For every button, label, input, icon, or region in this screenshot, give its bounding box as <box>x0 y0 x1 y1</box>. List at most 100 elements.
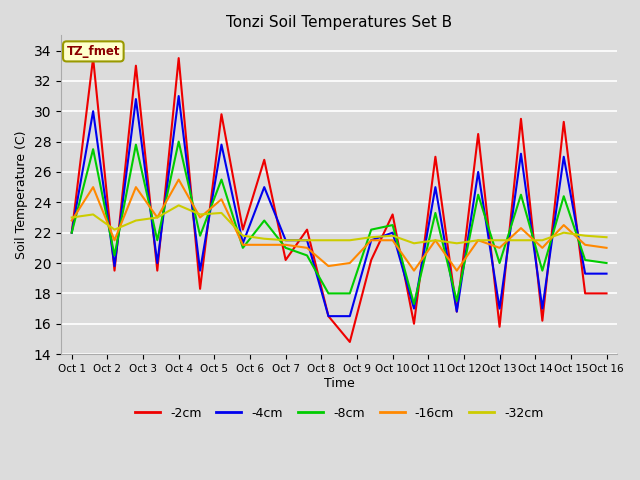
-16cm <box>517 225 525 231</box>
-16cm <box>218 196 225 202</box>
-4cm <box>175 93 182 99</box>
-2cm <box>324 313 332 319</box>
-8cm <box>282 245 289 251</box>
-16cm <box>68 217 76 223</box>
-8cm <box>89 146 97 152</box>
-8cm <box>453 298 461 304</box>
-32cm <box>111 227 118 232</box>
-32cm <box>282 238 289 243</box>
-16cm <box>132 184 140 190</box>
-2cm <box>132 63 140 69</box>
-16cm <box>282 242 289 248</box>
-32cm <box>474 238 482 243</box>
-8cm <box>175 139 182 144</box>
-16cm <box>431 238 439 243</box>
Line: -16cm: -16cm <box>72 180 607 271</box>
-16cm <box>89 184 97 190</box>
-8cm <box>603 260 611 266</box>
-8cm <box>367 227 375 232</box>
-2cm <box>431 154 439 160</box>
-4cm <box>496 306 504 312</box>
-8cm <box>431 210 439 216</box>
-16cm <box>474 238 482 243</box>
Line: -8cm: -8cm <box>72 142 607 304</box>
-8cm <box>496 260 504 266</box>
-32cm <box>538 238 546 243</box>
-8cm <box>517 192 525 198</box>
X-axis label: Time: Time <box>324 377 355 390</box>
-16cm <box>388 238 396 243</box>
-16cm <box>496 245 504 251</box>
-32cm <box>517 238 525 243</box>
-16cm <box>410 268 418 274</box>
-4cm <box>431 184 439 190</box>
-8cm <box>132 142 140 147</box>
-4cm <box>154 260 161 266</box>
-8cm <box>560 193 568 199</box>
-2cm <box>282 257 289 263</box>
-2cm <box>474 131 482 137</box>
-32cm <box>560 230 568 236</box>
-2cm <box>68 230 76 236</box>
-8cm <box>239 245 246 251</box>
-16cm <box>581 242 589 248</box>
-2cm <box>260 157 268 163</box>
-32cm <box>68 215 76 220</box>
-4cm <box>474 169 482 175</box>
-4cm <box>132 96 140 102</box>
-2cm <box>346 339 354 345</box>
-16cm <box>239 242 246 248</box>
-4cm <box>260 184 268 190</box>
-2cm <box>560 119 568 125</box>
-2cm <box>154 268 161 274</box>
-8cm <box>154 238 161 243</box>
-8cm <box>324 290 332 296</box>
-32cm <box>388 233 396 239</box>
-8cm <box>196 233 204 239</box>
-32cm <box>346 238 354 243</box>
-2cm <box>581 290 589 296</box>
-16cm <box>260 242 268 248</box>
-4cm <box>517 151 525 156</box>
-4cm <box>410 306 418 312</box>
-16cm <box>324 263 332 269</box>
-2cm <box>538 318 546 324</box>
-4cm <box>367 238 375 243</box>
-32cm <box>367 234 375 240</box>
-2cm <box>603 290 611 296</box>
-16cm <box>175 177 182 182</box>
-16cm <box>367 238 375 243</box>
-4cm <box>68 230 76 236</box>
-4cm <box>603 271 611 276</box>
-32cm <box>132 217 140 223</box>
-4cm <box>346 313 354 319</box>
-8cm <box>303 252 311 258</box>
-4cm <box>282 238 289 243</box>
-32cm <box>239 233 246 239</box>
-16cm <box>538 245 546 251</box>
-16cm <box>560 222 568 228</box>
Line: -2cm: -2cm <box>72 58 607 342</box>
Title: Tonzi Soil Temperatures Set B: Tonzi Soil Temperatures Set B <box>226 15 452 30</box>
-2cm <box>303 227 311 232</box>
-2cm <box>410 321 418 326</box>
-32cm <box>431 238 439 243</box>
Legend: -2cm, -4cm, -8cm, -16cm, -32cm: -2cm, -4cm, -8cm, -16cm, -32cm <box>130 402 548 425</box>
Line: -32cm: -32cm <box>72 205 607 243</box>
-8cm <box>68 230 76 236</box>
-8cm <box>410 301 418 307</box>
-2cm <box>218 111 225 117</box>
-2cm <box>453 309 461 314</box>
-16cm <box>111 238 118 243</box>
-4cm <box>218 142 225 147</box>
-16cm <box>346 260 354 266</box>
-16cm <box>303 245 311 251</box>
-32cm <box>303 238 311 243</box>
-16cm <box>603 245 611 251</box>
-32cm <box>260 236 268 241</box>
Y-axis label: Soil Temperature (C): Soil Temperature (C) <box>15 131 28 259</box>
-8cm <box>538 268 546 274</box>
-2cm <box>388 212 396 217</box>
-4cm <box>453 309 461 314</box>
-8cm <box>218 177 225 182</box>
